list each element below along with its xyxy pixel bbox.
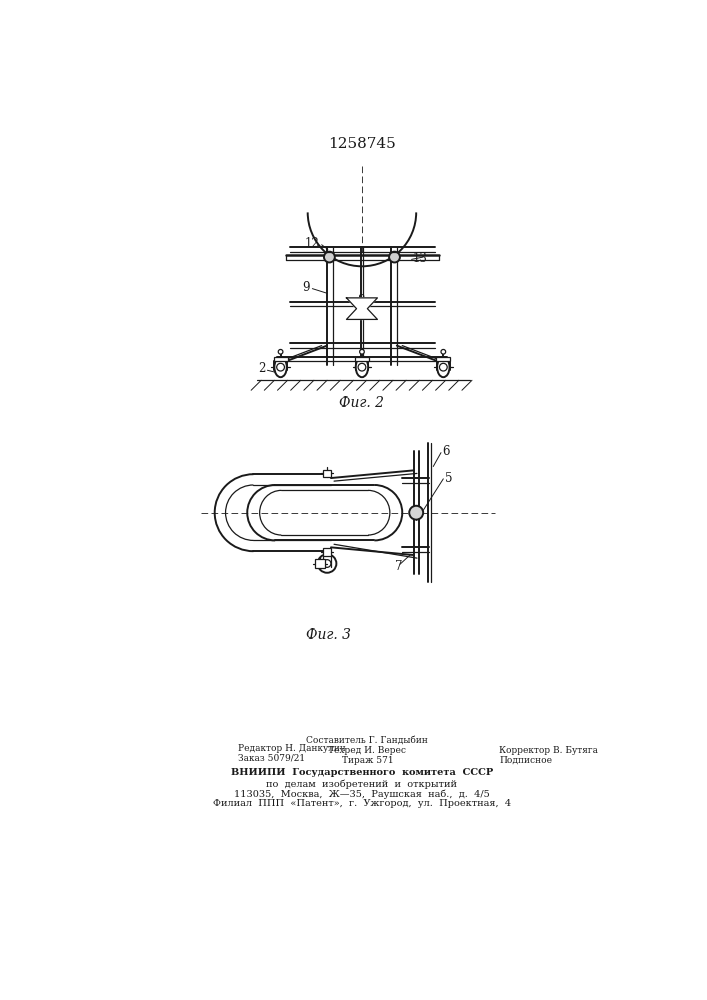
Bar	[436, 357, 450, 361]
Text: Фиг. 2: Фиг. 2	[339, 396, 385, 410]
Text: Фиг. 3: Фиг. 3	[306, 628, 351, 642]
Text: Тираж 571: Тираж 571	[341, 756, 393, 765]
Text: Филиал  ППП  «Патент»,  г.  Ужгород,  ул.  Проектная,  4: Филиал ППП «Патент», г. Ужгород, ул. Про…	[213, 799, 511, 808]
Text: Заказ 5079/21: Заказ 5079/21	[238, 754, 305, 763]
Bar	[355, 357, 369, 361]
Bar	[323, 470, 331, 477]
Text: 113035,  Москва,  Ж—35,  Раушская  наб.,  д.  4/5: 113035, Москва, Ж—35, Раушская наб., д. …	[234, 789, 490, 799]
Circle shape	[409, 506, 423, 520]
Text: ВНИИПИ  Государственного  комитета  СССР: ВНИИПИ Государственного комитета СССР	[230, 768, 493, 777]
Ellipse shape	[356, 357, 368, 377]
Text: 5: 5	[445, 472, 452, 485]
Text: 1258745: 1258745	[328, 137, 396, 151]
Text: 2: 2	[257, 362, 265, 375]
Text: Редактор Н. Данкулич: Редактор Н. Данкулич	[238, 744, 346, 753]
Text: 8: 8	[357, 294, 365, 307]
Ellipse shape	[437, 357, 450, 377]
Circle shape	[389, 252, 400, 262]
Text: по  делам  изобретений  и  открытий: по делам изобретений и открытий	[267, 779, 457, 789]
Text: Техред И. Верес: Техред И. Верес	[328, 746, 407, 755]
Bar	[323, 548, 331, 556]
Circle shape	[279, 349, 283, 354]
Circle shape	[324, 252, 335, 262]
Polygon shape	[346, 298, 378, 319]
Bar	[315, 559, 325, 568]
Text: Корректор В. Бутяга: Корректор В. Бутяга	[499, 746, 598, 755]
Ellipse shape	[274, 357, 287, 377]
Text: 12: 12	[305, 237, 320, 250]
Text: 7: 7	[395, 560, 402, 573]
Text: 13: 13	[412, 252, 427, 265]
Circle shape	[360, 349, 364, 354]
Text: 9: 9	[303, 281, 310, 294]
Text: Составитель Г. Гандыбин: Составитель Г. Гандыбин	[306, 736, 428, 745]
Circle shape	[441, 349, 445, 354]
Text: Подписное: Подписное	[499, 756, 552, 765]
Bar	[274, 357, 288, 361]
Text: 6: 6	[443, 445, 450, 458]
